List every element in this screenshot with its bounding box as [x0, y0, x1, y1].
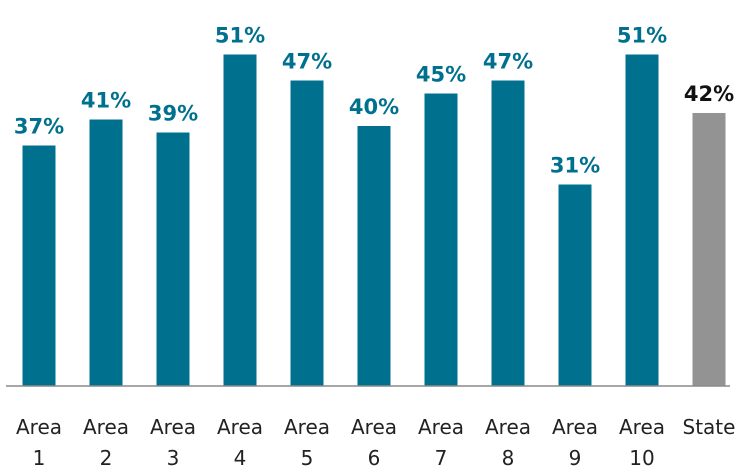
category-label: Area 5: [284, 415, 330, 470]
category-label: Area 8: [485, 415, 531, 470]
bar-value-label: 51%: [215, 24, 265, 48]
bar-area-10: [625, 54, 659, 386]
bar-area-2: [89, 119, 123, 386]
category-label: Area 1: [16, 415, 62, 470]
category-label: Area 9: [552, 415, 598, 470]
category-label-line: Area: [150, 415, 196, 439]
category-label-line: Area: [619, 415, 665, 439]
category-label: Area 7: [418, 415, 464, 470]
bar-value-label: 41%: [81, 89, 131, 113]
category-label-line: 9: [569, 446, 582, 470]
bar-value-label: 37%: [14, 115, 64, 139]
category-label-line: 7: [435, 446, 448, 470]
category-label: Area 6: [351, 415, 397, 470]
category-label-line: 3: [167, 446, 180, 470]
category-label-line: Area: [418, 415, 464, 439]
category-label-line: 4: [234, 446, 247, 470]
category-label: State: [683, 415, 736, 439]
category-label-line: State: [683, 415, 736, 439]
bar-area-7: [424, 93, 458, 386]
category-label: Area 3: [150, 415, 196, 470]
bar-area-3: [156, 132, 190, 386]
category-label-line: Area: [485, 415, 531, 439]
bar-value-label: 47%: [483, 50, 533, 74]
bars-group: [22, 54, 726, 386]
bar-area-5: [290, 80, 324, 386]
category-label-line: Area: [284, 415, 330, 439]
bar-area-8: [491, 80, 525, 386]
category-label-line: Area: [83, 415, 129, 439]
category-label-line: Area: [351, 415, 397, 439]
bar-value-label: 42%: [684, 82, 734, 106]
bar-area-9: [558, 184, 592, 386]
bar-area-6: [357, 126, 391, 386]
category-label-line: 1: [33, 446, 46, 470]
category-label-line: 5: [301, 446, 314, 470]
category-label-line: 2: [100, 446, 113, 470]
bar-value-label: 39%: [148, 102, 198, 126]
bar-value-label: 51%: [617, 24, 667, 48]
category-label-line: Area: [16, 415, 62, 439]
bar-area-1: [22, 145, 56, 386]
category-labels-group: Area 1 Area 2 Area 3 Area 4 Area 5 Area 6 Area 7 Area 8…: [16, 415, 735, 470]
category-label-line: Area: [217, 415, 263, 439]
category-label-line: 8: [502, 446, 515, 470]
bar-area-4: [223, 54, 257, 386]
bar-state: [692, 113, 726, 386]
bar-value-label: 47%: [282, 50, 332, 74]
category-label: Area 10: [619, 415, 665, 470]
bar-value-label: 31%: [550, 154, 600, 178]
value-labels-group: 37% 41% 39% 51% 47% 40% 45% 47% 31% 51% 42%: [14, 24, 734, 178]
category-label-line: 10: [629, 446, 654, 470]
category-label-line: Area: [552, 415, 598, 439]
bar-value-label: 40%: [349, 95, 399, 119]
category-label: Area 4: [217, 415, 263, 470]
bar-value-label: 45%: [416, 63, 466, 87]
category-label: Area 2: [83, 415, 129, 470]
category-label-line: 6: [368, 446, 381, 470]
